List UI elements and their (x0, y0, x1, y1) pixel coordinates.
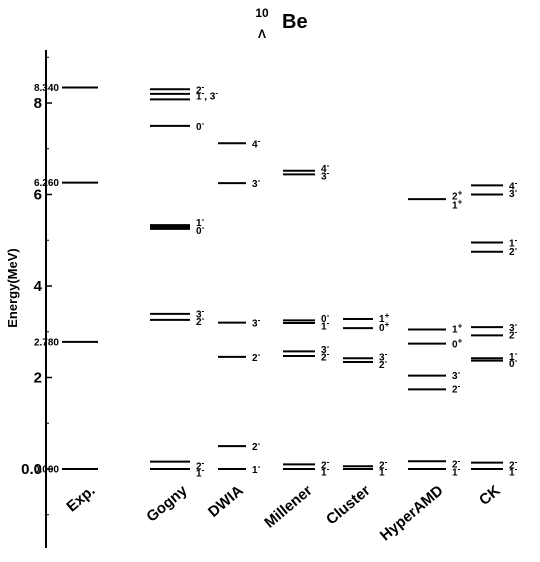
level-energy-label: 8.340 (34, 83, 59, 94)
spin-parity-label: 2- (252, 350, 261, 364)
spin-parity-label: 2- (196, 458, 205, 472)
spin-parity-label: 1- (509, 464, 518, 478)
spin-parity-label: 1+ (452, 322, 463, 336)
spin-parity-label: 1- (452, 464, 461, 478)
spin-parity-label: 2- (379, 457, 388, 471)
spin-parity-label: 0- (321, 311, 330, 325)
spin-parity-label: 2- (452, 381, 461, 395)
spin-parity-label: 4- (252, 136, 261, 150)
spin-parity-label: 1- (252, 462, 261, 476)
level-labels: 0.0002.7806.2608.3402-1-3-2-1-0-0-2-1-, … (34, 82, 518, 479)
spin-parity-label: 1- (321, 465, 330, 479)
spin-parity-label: 2- (452, 457, 461, 471)
title-element: Be (282, 11, 308, 33)
spin-parity-label: 1- (321, 318, 330, 332)
spin-parity-label: 2- (379, 357, 388, 371)
spin-parity-label: 4- (321, 161, 330, 175)
spin-parity-label: 2- (321, 457, 330, 471)
spin-parity-label: 3- (252, 176, 261, 190)
column-label: Cluster (323, 482, 374, 528)
level-energy-label: 6.260 (34, 178, 59, 189)
column-labels: Exp. Gogny DWIA Millener Cluster HyperAMD CK (63, 482, 503, 545)
spin-parity-label: 0- (196, 223, 205, 237)
column-label: CK (476, 482, 504, 509)
spin-parity-label: 1- (509, 349, 518, 363)
spin-parity-label: 1- (196, 466, 205, 480)
column-label: Millener (261, 482, 315, 532)
spin-parity-label: 3- (452, 368, 461, 382)
spin-parity-label: 3- (509, 186, 518, 200)
y-tick-label: 6 (34, 187, 42, 204)
spin-parity-label: 2- (321, 349, 330, 363)
spin-parity-label: 0+ (379, 320, 390, 334)
y-axis: 0.0 2 4 6 8 (21, 50, 52, 548)
spin-parity-label: 3- (509, 320, 518, 334)
spin-parity-label: 0- (196, 119, 205, 133)
spin-parity-label: 1- (379, 465, 388, 479)
title-lambda-symbol: Λ (258, 27, 266, 41)
column-label: HyperAMD (377, 482, 447, 544)
spin-parity-label: 1- (509, 236, 518, 250)
spin-parity-label: 2- (509, 327, 518, 341)
spin-parity-label: 1-, 3- (196, 89, 218, 103)
spin-parity-label: 3- (321, 342, 330, 356)
y-axis-label: Energy(MeV) (5, 248, 20, 327)
column-label: Exp. (63, 482, 98, 515)
level-energy-label: 2.780 (34, 337, 59, 348)
column-label: DWIA (205, 482, 247, 521)
spin-parity-label: 0- (509, 356, 518, 370)
spin-parity-label: 2- (196, 314, 205, 328)
title-mass-number: 10 (255, 6, 269, 20)
spin-parity-label: 2- (509, 457, 518, 471)
spin-parity-label: 1+ (452, 198, 463, 212)
spin-parity-label: 2+ (452, 188, 463, 202)
column-label: Gogny (143, 482, 191, 526)
y-tick-label: 2 (34, 370, 42, 387)
spin-parity-label: 3- (321, 168, 330, 182)
y-tick-label: 0.0 (21, 461, 42, 478)
spin-parity-label: 3- (252, 316, 261, 330)
spin-parity-label: 4- (509, 178, 518, 192)
spin-parity-label: 2- (196, 82, 205, 96)
spin-parity-label: 1+ (379, 311, 390, 325)
chart-title: 10 Λ Be (255, 6, 307, 41)
spin-parity-label: 2- (252, 439, 261, 453)
y-tick-label: 4 (34, 278, 43, 295)
level-lines (62, 86, 503, 470)
spin-parity-label: 0+ (452, 337, 463, 351)
level-energy-label: 0.000 (34, 465, 59, 476)
spin-parity-label: 3- (379, 349, 388, 363)
spin-parity-label: 3- (196, 306, 205, 320)
spin-parity-label: 1- (196, 215, 205, 229)
spin-parity-label: 2- (509, 244, 518, 258)
y-tick-label: 8 (34, 95, 42, 112)
